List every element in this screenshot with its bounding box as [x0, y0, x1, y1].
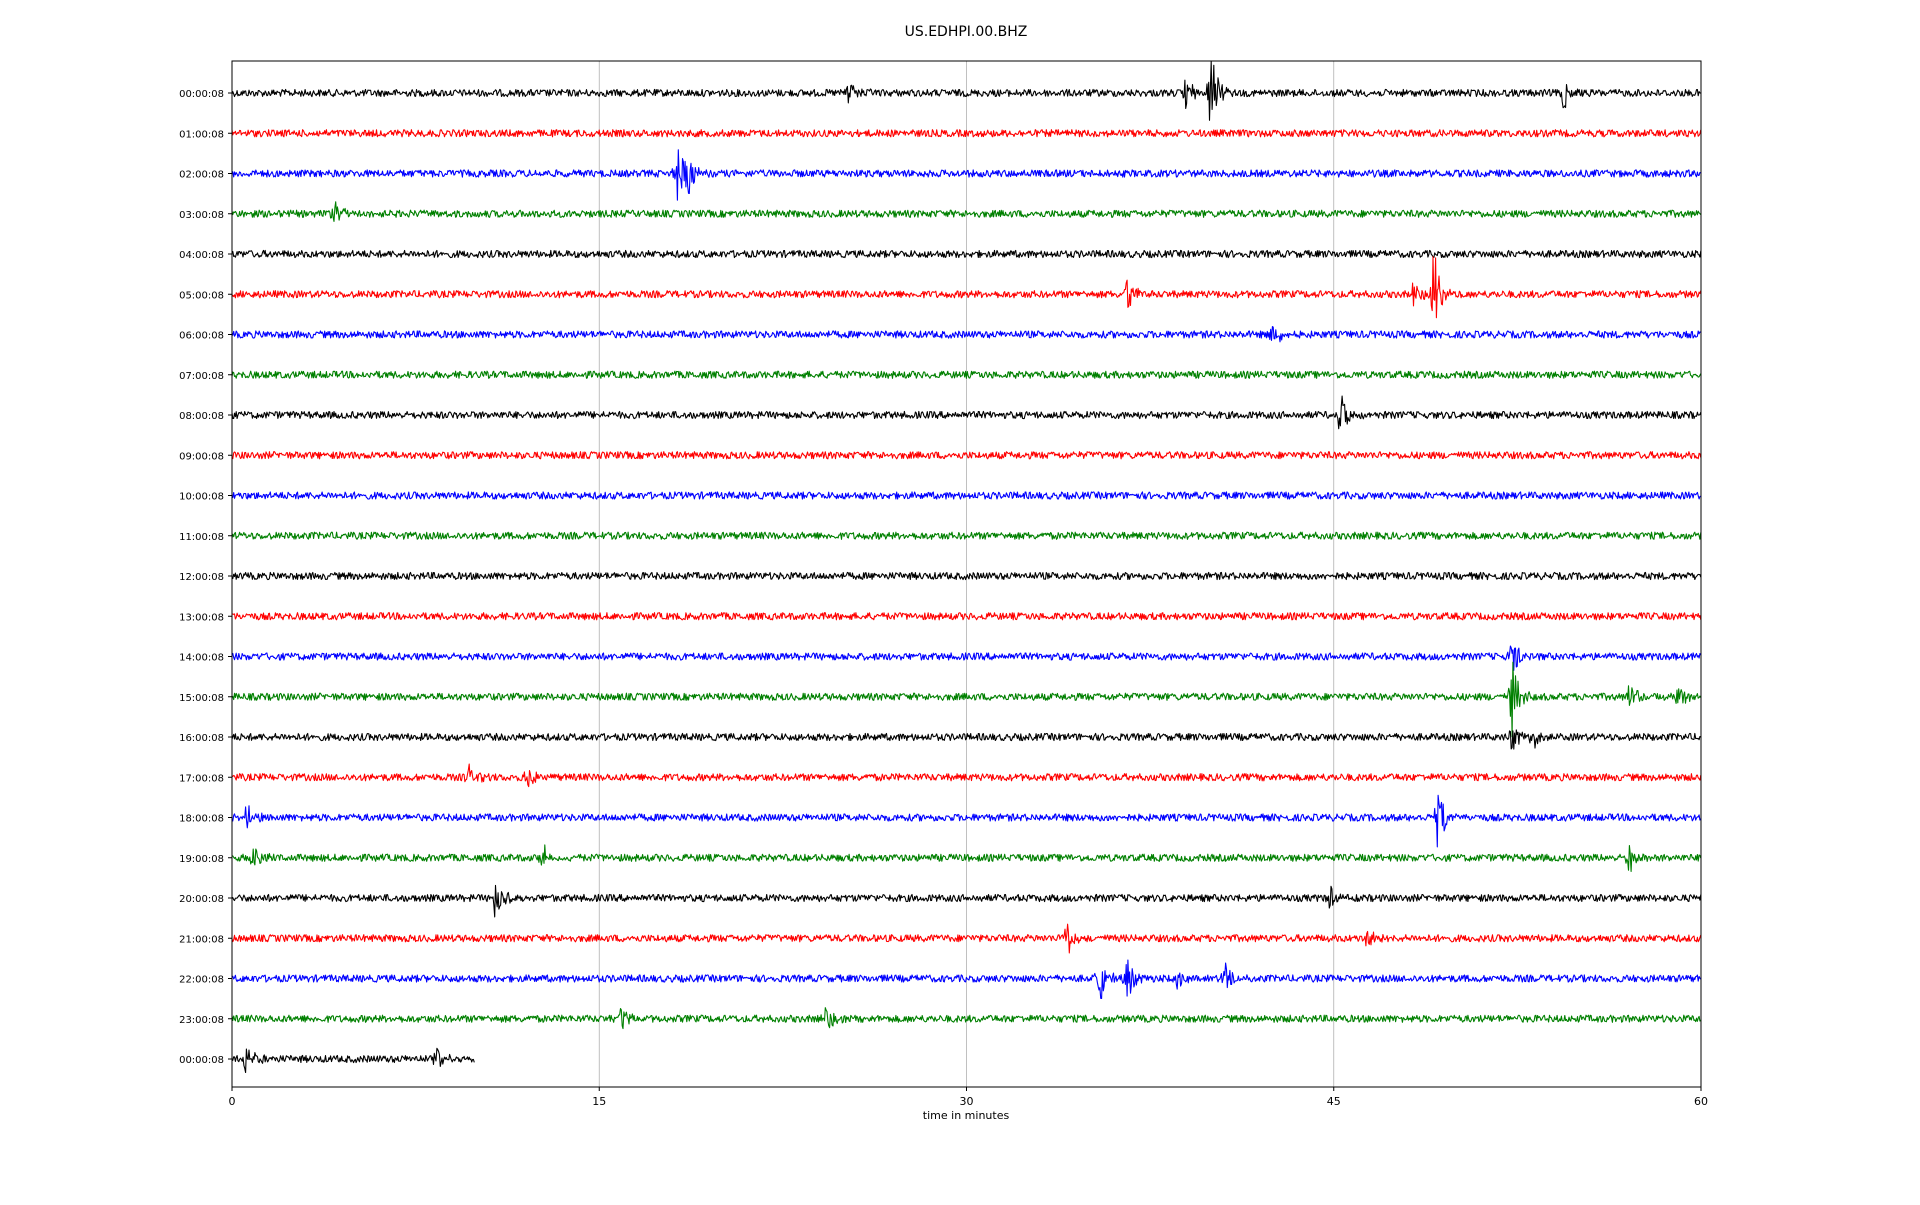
trace-line — [231, 661, 1702, 738]
trace-line — [231, 129, 1702, 138]
trace-line — [231, 326, 1702, 343]
trace-line — [231, 884, 1702, 918]
row-label: 00:00:08 — [179, 89, 224, 100]
row-label: 06:00:08 — [179, 331, 224, 342]
trace-line — [231, 571, 1702, 581]
x-tick-label: 30 — [960, 1095, 974, 1108]
row-label: 07:00:08 — [179, 371, 224, 382]
row-label: 01:00:08 — [179, 129, 224, 140]
trace-line — [231, 844, 1702, 873]
x-tick-label: 60 — [1694, 1095, 1708, 1108]
row-label: 00:00:08 — [179, 1055, 224, 1066]
trace-series — [231, 61, 1702, 1074]
trace-line — [231, 923, 1702, 954]
trace-line — [231, 612, 1702, 621]
x-tick-label: 15 — [592, 1095, 606, 1108]
row-label: 04:00:08 — [179, 250, 224, 261]
trace-line — [231, 491, 1702, 500]
row-label: 20:00:08 — [179, 894, 224, 905]
row-label: 12:00:08 — [179, 572, 224, 583]
row-label: 15:00:08 — [179, 693, 224, 704]
x-tick-label: 45 — [1327, 1095, 1341, 1108]
chart-title: US.EDHPI.00.BHZ — [905, 24, 1028, 40]
row-label: 08:00:08 — [179, 411, 224, 422]
plot-frame — [231, 60, 1702, 1088]
row-label: 05:00:08 — [179, 290, 224, 301]
trace-line — [231, 395, 1702, 430]
row-label: 13:00:08 — [179, 612, 224, 623]
trace-line — [231, 256, 1702, 319]
trace-line — [231, 370, 1702, 379]
trace-line — [231, 451, 1702, 460]
row-label: 09:00:08 — [179, 451, 224, 462]
row-label: 10:00:08 — [179, 492, 224, 503]
row-label: 11:00:08 — [179, 532, 224, 543]
row-label: 03:00:08 — [179, 210, 224, 221]
row-label: 23:00:08 — [179, 1015, 224, 1026]
row-label: 02:00:08 — [179, 170, 224, 181]
row-label: 14:00:08 — [179, 653, 224, 664]
trace-line — [231, 531, 1702, 540]
x-tick-label: 0 — [229, 1095, 236, 1108]
trace-line — [231, 645, 1702, 671]
x-axis-label: time in minutes — [923, 1109, 1010, 1122]
row-label: 22:00:08 — [179, 975, 224, 986]
row-label: 21:00:08 — [179, 934, 224, 945]
row-labels: 00:00:08 01:00:08 02:00:08 03:00:08 04:00:08… — [179, 89, 232, 1066]
trace-line — [231, 61, 1702, 121]
row-label: 16:00:08 — [179, 733, 224, 744]
trace-line — [231, 763, 1702, 788]
row-label: 18:00:08 — [179, 814, 224, 825]
trace-line — [231, 149, 1701, 201]
trace-line — [231, 959, 1702, 1000]
trace-line — [231, 729, 1702, 750]
grid-lines — [598, 61, 1335, 1087]
row-label: 19:00:08 — [179, 854, 224, 865]
x-axis-ticks: 0 15 30 45 60 — [229, 1087, 1708, 1108]
trace-line — [231, 249, 1702, 259]
trace-line — [231, 201, 1702, 222]
trace-line — [231, 1047, 475, 1074]
row-label: 17:00:08 — [179, 773, 224, 784]
trace-line — [231, 794, 1702, 848]
trace-line — [231, 1007, 1702, 1030]
